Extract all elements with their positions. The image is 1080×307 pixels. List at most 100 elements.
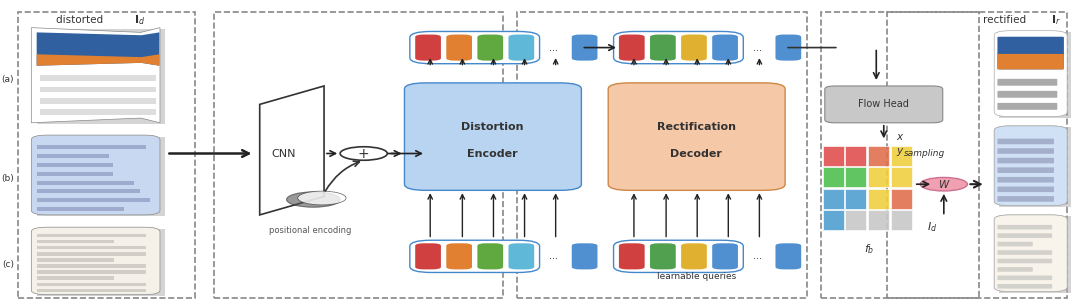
Text: Flow Head: Flow Head (859, 99, 909, 109)
Text: (b): (b) (1, 174, 14, 184)
FancyBboxPatch shape (37, 146, 146, 150)
FancyBboxPatch shape (37, 172, 113, 176)
Text: $\mathbf{I}_{d}$: $\mathbf{I}_{d}$ (134, 13, 146, 27)
FancyBboxPatch shape (446, 243, 472, 270)
FancyBboxPatch shape (571, 243, 597, 270)
FancyBboxPatch shape (650, 243, 676, 270)
FancyBboxPatch shape (446, 35, 472, 61)
FancyBboxPatch shape (619, 243, 645, 270)
FancyBboxPatch shape (415, 243, 441, 270)
FancyBboxPatch shape (998, 148, 1054, 154)
FancyBboxPatch shape (995, 215, 1067, 292)
FancyBboxPatch shape (998, 258, 1052, 263)
Text: $f_b$: $f_b$ (864, 242, 874, 255)
Text: learnable queries: learnable queries (657, 272, 735, 281)
FancyBboxPatch shape (509, 35, 535, 61)
FancyBboxPatch shape (37, 258, 113, 262)
FancyBboxPatch shape (40, 98, 156, 104)
Polygon shape (37, 54, 160, 66)
FancyBboxPatch shape (998, 79, 1057, 86)
FancyBboxPatch shape (998, 250, 1052, 255)
Circle shape (298, 191, 346, 205)
FancyBboxPatch shape (37, 252, 146, 255)
FancyBboxPatch shape (891, 211, 912, 230)
Text: $I_d$: $I_d$ (927, 220, 937, 234)
Text: CNN: CNN (271, 149, 296, 158)
FancyBboxPatch shape (998, 158, 1054, 163)
Text: $\mathbf{I}_{r}$: $\mathbf{I}_{r}$ (1051, 13, 1061, 27)
FancyBboxPatch shape (998, 196, 1054, 202)
Text: Decoder: Decoder (671, 149, 723, 158)
FancyBboxPatch shape (999, 32, 1071, 118)
FancyBboxPatch shape (998, 225, 1052, 230)
FancyBboxPatch shape (477, 243, 503, 270)
Text: distorted: distorted (56, 15, 106, 25)
FancyBboxPatch shape (998, 103, 1057, 110)
FancyBboxPatch shape (998, 242, 1032, 246)
FancyBboxPatch shape (613, 240, 743, 273)
FancyBboxPatch shape (650, 35, 676, 61)
FancyBboxPatch shape (999, 127, 1071, 207)
FancyBboxPatch shape (998, 37, 1064, 69)
FancyBboxPatch shape (823, 146, 843, 166)
FancyBboxPatch shape (37, 154, 109, 158)
FancyBboxPatch shape (405, 83, 581, 190)
FancyBboxPatch shape (868, 168, 889, 187)
FancyBboxPatch shape (995, 126, 1067, 206)
FancyBboxPatch shape (509, 243, 535, 270)
FancyBboxPatch shape (681, 35, 706, 61)
FancyBboxPatch shape (846, 168, 866, 187)
FancyBboxPatch shape (409, 32, 540, 64)
Text: Encoder: Encoder (467, 149, 517, 158)
Text: ...: ... (753, 43, 761, 52)
FancyBboxPatch shape (37, 277, 113, 280)
FancyBboxPatch shape (998, 167, 1054, 173)
FancyBboxPatch shape (998, 54, 1064, 69)
FancyBboxPatch shape (891, 189, 912, 209)
FancyBboxPatch shape (995, 126, 1067, 206)
Polygon shape (31, 28, 160, 123)
FancyBboxPatch shape (37, 229, 165, 296)
Text: positional encoding: positional encoding (269, 226, 351, 235)
Text: (c): (c) (2, 260, 14, 269)
Polygon shape (259, 86, 324, 215)
FancyBboxPatch shape (37, 198, 150, 202)
FancyBboxPatch shape (619, 35, 645, 61)
FancyBboxPatch shape (891, 146, 912, 166)
FancyBboxPatch shape (823, 211, 843, 230)
FancyBboxPatch shape (998, 276, 1052, 280)
FancyBboxPatch shape (712, 35, 738, 61)
FancyBboxPatch shape (998, 177, 1054, 183)
FancyBboxPatch shape (823, 168, 843, 187)
FancyBboxPatch shape (712, 243, 738, 270)
Circle shape (286, 192, 340, 207)
FancyBboxPatch shape (37, 234, 146, 237)
FancyBboxPatch shape (40, 75, 156, 81)
FancyBboxPatch shape (998, 91, 1057, 98)
Text: sampling: sampling (904, 149, 945, 158)
FancyBboxPatch shape (681, 243, 706, 270)
FancyBboxPatch shape (995, 31, 1067, 117)
FancyBboxPatch shape (31, 227, 160, 295)
FancyBboxPatch shape (37, 270, 146, 274)
FancyBboxPatch shape (37, 246, 146, 250)
FancyBboxPatch shape (825, 86, 943, 123)
FancyBboxPatch shape (37, 29, 165, 124)
FancyBboxPatch shape (37, 264, 146, 268)
Text: Rectification: Rectification (657, 122, 735, 132)
FancyBboxPatch shape (37, 282, 146, 286)
Text: Distortion: Distortion (461, 122, 524, 132)
FancyBboxPatch shape (608, 83, 785, 190)
FancyBboxPatch shape (823, 189, 843, 209)
FancyBboxPatch shape (613, 32, 743, 64)
FancyBboxPatch shape (775, 35, 801, 61)
FancyBboxPatch shape (998, 233, 1052, 238)
FancyBboxPatch shape (37, 163, 113, 167)
FancyBboxPatch shape (846, 146, 866, 166)
FancyBboxPatch shape (891, 168, 912, 187)
FancyBboxPatch shape (37, 207, 123, 211)
FancyBboxPatch shape (775, 243, 801, 270)
Text: (a): (a) (2, 76, 14, 84)
FancyBboxPatch shape (37, 181, 134, 185)
FancyBboxPatch shape (998, 284, 1052, 289)
